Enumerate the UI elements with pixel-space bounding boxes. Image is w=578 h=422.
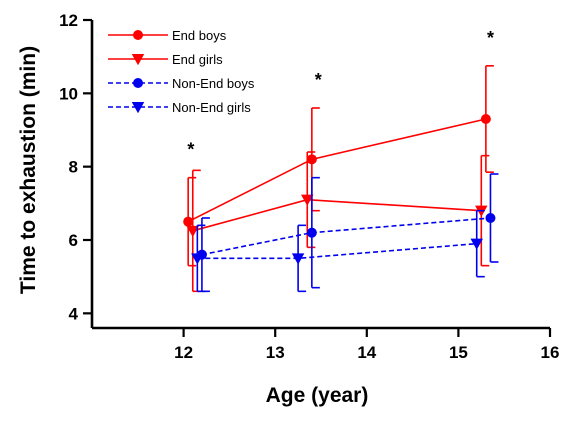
data-point — [485, 213, 496, 223]
significance-marker: * — [187, 140, 194, 160]
legend-label: Non-End boys — [172, 76, 255, 91]
series-non-end-girls — [191, 209, 485, 293]
x-tick-label: 16 — [541, 343, 560, 362]
series-non-end-boys — [196, 173, 499, 293]
legend-marker — [131, 102, 145, 114]
x-tick-label: 15 — [449, 343, 468, 362]
legend: End boys End girls Non-End boys Non-End gir… — [108, 28, 255, 115]
plot-area: * * * — [183, 28, 499, 293]
legend-label: End girls — [172, 52, 223, 67]
legend-label: Non-End girls — [172, 100, 251, 115]
x-tick-label: 14 — [357, 343, 376, 362]
legend-item: Non-End girls — [108, 100, 251, 115]
y-tick-label: 4 — [69, 304, 79, 323]
data-point — [306, 227, 317, 238]
legend-marker — [133, 30, 143, 40]
legend-item: End boys — [108, 28, 227, 43]
data-point — [186, 225, 200, 238]
series-line — [201, 217, 491, 256]
legend-item: Non-End boys — [108, 76, 255, 91]
legend-label: End boys — [172, 28, 227, 43]
y-tick-label: 8 — [69, 158, 78, 177]
series-end-boys — [183, 65, 494, 267]
series-line — [192, 198, 482, 232]
legend-marker — [133, 78, 143, 88]
axes: 4 6 8 10 12 12 13 14 15 16 — [59, 11, 559, 362]
data-point — [470, 238, 483, 250]
data-point — [480, 114, 491, 124]
series-line — [187, 118, 487, 223]
x-tick-label: 12 — [174, 343, 193, 362]
significance-marker: * — [487, 28, 494, 48]
x-axis-title: Age (year) — [266, 384, 369, 407]
data-point — [291, 253, 305, 265]
legend-item: End girls — [108, 52, 223, 67]
data-point — [306, 154, 317, 165]
legend-marker — [131, 54, 145, 66]
data-point — [183, 216, 194, 227]
data-point — [301, 194, 314, 206]
data-point — [191, 253, 204, 265]
y-tick-label: 12 — [59, 11, 78, 30]
significance-marker: * — [315, 70, 322, 90]
series-line — [197, 242, 477, 260]
y-axis-title: Time to exhaustion (min) — [17, 46, 40, 294]
x-tick-label: 13 — [266, 343, 285, 362]
y-tick-label: 10 — [59, 84, 78, 103]
y-tick-label: 6 — [69, 231, 78, 250]
